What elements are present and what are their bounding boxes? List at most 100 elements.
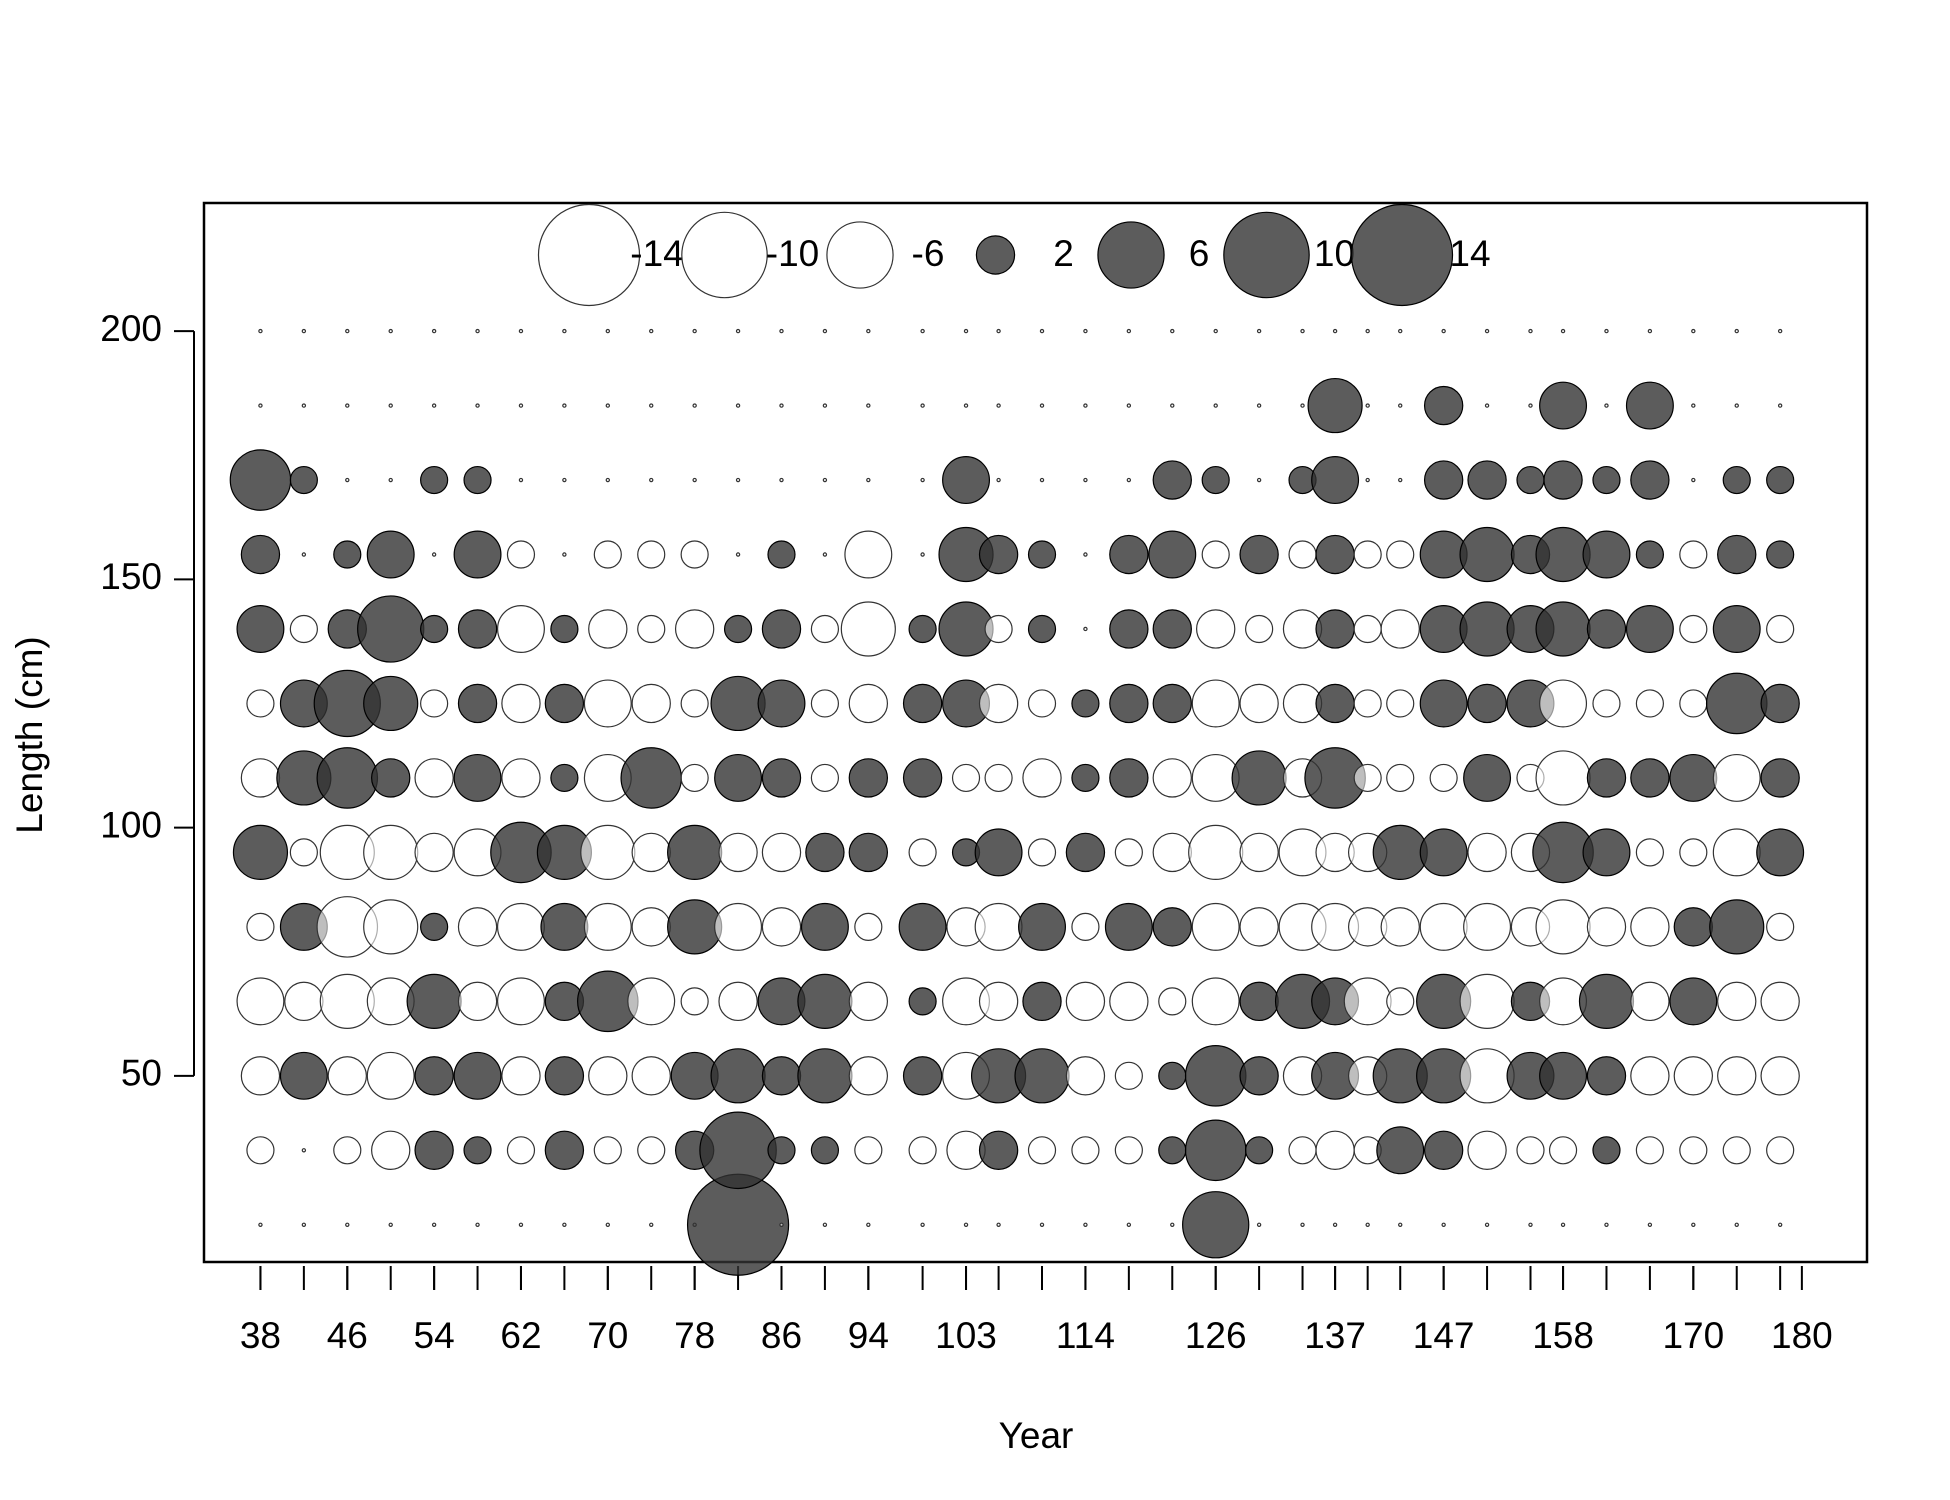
bubble <box>562 328 567 334</box>
bubble <box>229 449 292 511</box>
bubble <box>692 328 697 334</box>
bubble <box>1353 540 1382 569</box>
bubble <box>761 832 802 873</box>
bubble <box>1039 1222 1045 1227</box>
bubble <box>1777 1222 1783 1227</box>
bubble <box>800 902 849 951</box>
legend-bubble <box>681 211 768 299</box>
bubble <box>371 758 411 798</box>
bubble <box>431 403 437 408</box>
bubble <box>1766 1136 1795 1165</box>
bubble <box>978 534 1019 575</box>
bubble <box>1188 824 1244 881</box>
bubble <box>414 832 454 873</box>
bubble <box>810 1136 840 1165</box>
bubble <box>1734 1222 1739 1227</box>
bubble <box>631 1056 671 1096</box>
y-tick-label: 100 <box>100 804 162 845</box>
bubble <box>1288 540 1317 569</box>
bubble <box>301 552 307 557</box>
bubble <box>1126 403 1132 408</box>
legend-label: -6 <box>912 233 945 274</box>
bubble <box>1332 1222 1338 1227</box>
bubble <box>680 689 709 718</box>
bubble <box>1398 403 1403 408</box>
bubble <box>735 477 741 483</box>
bubble <box>1625 605 1674 653</box>
bubble <box>1152 907 1192 947</box>
bubble <box>345 403 350 408</box>
bubble <box>840 601 896 657</box>
bubble <box>457 609 498 649</box>
bubble <box>345 328 350 334</box>
bubble <box>284 981 324 1022</box>
bubble <box>1760 683 1800 724</box>
bubble <box>649 1222 654 1227</box>
bubble <box>963 328 969 334</box>
bubble <box>1158 1061 1187 1090</box>
bubble <box>1419 902 1468 951</box>
bubble <box>797 1048 853 1104</box>
bubble <box>854 912 883 941</box>
bubble <box>1114 1061 1143 1090</box>
bubble <box>1109 981 1149 1022</box>
bubble <box>1170 328 1175 334</box>
bubble <box>1380 907 1420 947</box>
bubble <box>1578 973 1635 1029</box>
bubble <box>420 689 449 718</box>
bubble <box>1027 540 1057 569</box>
bubble <box>388 403 393 408</box>
bubble <box>588 1056 628 1096</box>
x-tick-label: 62 <box>500 1315 541 1356</box>
bubble <box>810 614 840 644</box>
bubble <box>363 675 419 732</box>
x-tick-label: 103 <box>935 1315 997 1356</box>
bubble <box>1191 679 1240 728</box>
bubble <box>501 1056 541 1096</box>
bubble <box>1528 403 1533 408</box>
bubble <box>1592 689 1621 718</box>
bubble <box>1213 328 1218 334</box>
bubble <box>518 1222 524 1227</box>
bubble <box>898 902 947 951</box>
x-tick-label: 170 <box>1662 1315 1724 1356</box>
bubble <box>1560 328 1566 334</box>
bubble <box>605 328 611 334</box>
bubble <box>1170 1222 1175 1227</box>
bubble <box>866 477 871 483</box>
bubble <box>289 614 318 644</box>
bubble <box>289 465 318 495</box>
bubble <box>866 403 871 408</box>
bubble <box>518 328 524 334</box>
bubble <box>1201 465 1230 495</box>
y-tick-label: 150 <box>100 556 162 597</box>
bubble <box>1152 832 1192 873</box>
bubble <box>414 1056 454 1096</box>
bubble <box>457 981 498 1022</box>
bubble <box>1256 328 1262 334</box>
bubble <box>593 540 622 569</box>
bubble <box>779 477 784 483</box>
bubble <box>1104 902 1153 951</box>
bubble <box>605 1222 611 1227</box>
bubble <box>1398 477 1403 483</box>
bubble <box>544 1130 585 1170</box>
bubble <box>735 552 741 557</box>
bubble <box>978 1130 1019 1170</box>
bubble <box>1604 1222 1609 1227</box>
bubble <box>371 1130 411 1170</box>
x-tick-label: 38 <box>240 1315 281 1356</box>
bubble <box>246 1136 275 1165</box>
bubble <box>1083 477 1088 483</box>
bubble <box>1582 530 1631 579</box>
bubble <box>761 1056 802 1096</box>
bubble <box>822 328 828 334</box>
x-tick-label: 78 <box>674 1315 715 1356</box>
bubble <box>996 1222 1001 1227</box>
bubble <box>908 987 937 1016</box>
bubble <box>1630 460 1670 500</box>
bubble <box>1679 540 1708 569</box>
bubble <box>1647 328 1653 334</box>
legend-bubble <box>537 203 641 307</box>
bubble <box>631 683 671 724</box>
